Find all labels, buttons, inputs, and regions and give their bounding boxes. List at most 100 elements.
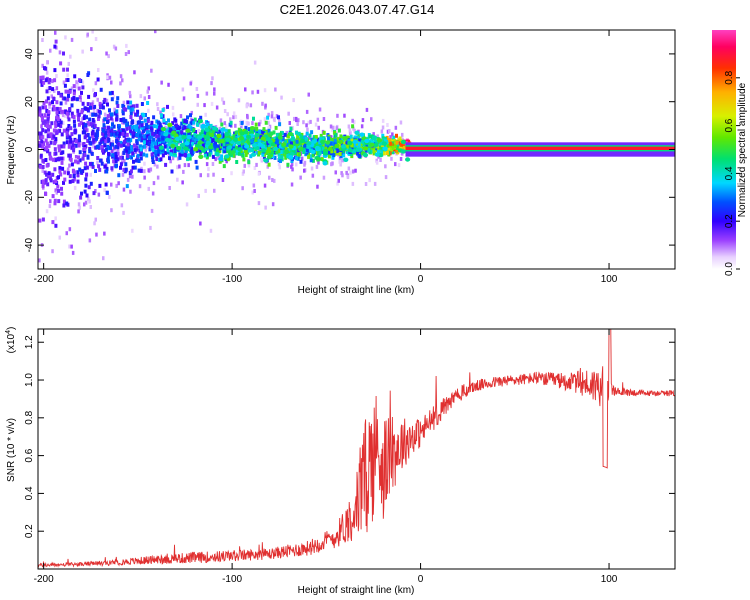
spectrogram-cell <box>143 96 146 101</box>
spectrogram-cell <box>130 125 134 130</box>
spectrogram-cell <box>73 177 77 182</box>
spectrogram-cell <box>85 172 89 177</box>
spectrogram-cell <box>152 124 156 129</box>
spectrogram-cell <box>286 134 290 139</box>
spectrogram-cell <box>53 89 56 93</box>
spectrogram-cell <box>180 130 184 135</box>
spectrogram-cell <box>391 150 395 155</box>
spectrogram-cell <box>278 156 281 161</box>
spectrogram-cell <box>125 184 129 189</box>
spectrogram-cell <box>176 139 180 144</box>
spectrogram-cell <box>96 77 100 82</box>
spectrogram-cell <box>51 100 54 105</box>
spectrogram-blob <box>359 132 365 137</box>
spectrogram-blob <box>287 131 293 137</box>
spectrogram-cell <box>382 137 386 142</box>
spectrogram-cell <box>55 110 59 115</box>
spectrogram-cell <box>82 142 86 147</box>
spectrogram-cell <box>97 117 100 121</box>
spectrogram-cell <box>399 120 403 125</box>
spectrogram-cell <box>98 158 102 163</box>
spectrogram-cell <box>249 154 253 159</box>
spectrogram-cell <box>201 133 205 138</box>
spectrogram-cell <box>131 174 134 179</box>
spectrogram-cell <box>60 160 64 165</box>
spectrogram-cell <box>296 122 299 126</box>
spectrogram-cell <box>82 122 86 127</box>
spectrogram-cell <box>274 138 278 143</box>
spectrogram-cell <box>127 50 130 55</box>
snr-x-tick-label: 0 <box>418 574 424 585</box>
spectrogram-cell <box>256 89 260 94</box>
spectrogram-cell <box>125 126 129 131</box>
spectrogram-cell <box>284 147 288 151</box>
spectrogram-cell <box>53 141 57 146</box>
spectrogram-cell <box>73 128 77 133</box>
spectrogram-x-tick-label: 0 <box>418 274 424 285</box>
spectrogram-cell <box>208 148 212 153</box>
spectrogram-cell <box>156 149 160 154</box>
spectrogram-cell <box>277 115 280 120</box>
spectrogram-cell <box>41 75 45 80</box>
spectrogram-cell <box>322 175 326 180</box>
spectrogram-cell <box>125 148 129 153</box>
snr-x-axis-label: Height of straight line (km) <box>298 585 415 596</box>
snr-y-multiplier: (x104) <box>5 327 17 354</box>
spectrogram-blob <box>219 139 225 144</box>
spectrogram-cell <box>152 181 156 186</box>
spectrogram-blob <box>334 143 340 148</box>
spectrogram-cell <box>121 111 125 116</box>
spectrogram-cell <box>76 173 80 177</box>
spectrogram-cell <box>145 124 149 129</box>
spectrogram-cell <box>137 126 141 131</box>
spectrogram-cell <box>208 138 212 143</box>
spectrogram-cell <box>219 144 223 149</box>
spectrogram-cell <box>123 158 126 163</box>
spectrogram-cell <box>78 150 82 155</box>
spectrogram-cell <box>57 144 61 149</box>
spectrogram-blob <box>245 134 252 139</box>
spectrogram-cell <box>351 181 355 186</box>
spectrogram-cell <box>125 122 129 127</box>
spectrogram-cell <box>46 117 50 122</box>
spectrogram-cell <box>379 158 382 162</box>
spectrogram-x-tick-label: 100 <box>601 274 618 285</box>
spectrogram-cell <box>351 139 355 144</box>
spectrogram-cell <box>182 169 185 174</box>
spectrogram-cell <box>98 104 102 109</box>
spectrogram-cell <box>62 67 66 72</box>
spectrogram-cell <box>115 163 118 168</box>
spectrogram-cell <box>109 116 113 121</box>
spectrogram-cell <box>89 172 92 177</box>
spectrogram-cell <box>211 76 214 81</box>
spectrogram-cell <box>400 142 404 147</box>
spectrogram-cell <box>173 151 177 156</box>
spectrogram-cell <box>213 91 216 96</box>
spectrogram-cell <box>128 126 132 131</box>
spectrogram-cell <box>140 125 144 130</box>
spectrogram-cell <box>146 101 150 105</box>
spectrogram-cell <box>83 130 87 135</box>
spectrogram-cell <box>203 134 207 139</box>
spectrogram-cell <box>255 126 259 131</box>
spectrogram-cell <box>395 148 399 153</box>
spectrogram-cell <box>159 125 163 130</box>
spectrogram-cell <box>72 91 76 96</box>
spectrogram-cell <box>251 90 254 95</box>
spectrogram-cell <box>83 166 87 171</box>
spectrogram-cell <box>121 103 125 108</box>
spectrogram-cell <box>129 111 133 116</box>
spectrogram-cell <box>46 134 50 139</box>
spectrogram-cell <box>102 100 106 104</box>
snr-y-tick-label: 0.2 <box>24 524 35 538</box>
spectrogram-cell <box>38 258 41 263</box>
spectrogram-cell <box>254 138 258 142</box>
snr-marks <box>38 329 675 568</box>
spectrogram-cell <box>41 179 45 184</box>
spectrogram-cell <box>129 108 133 112</box>
spectrogram-cell <box>187 163 190 168</box>
spectrogram-cell <box>308 133 312 138</box>
spectrogram-cell <box>345 144 349 149</box>
spectrogram-cell <box>93 123 97 128</box>
spectrogram-blob <box>371 135 378 140</box>
